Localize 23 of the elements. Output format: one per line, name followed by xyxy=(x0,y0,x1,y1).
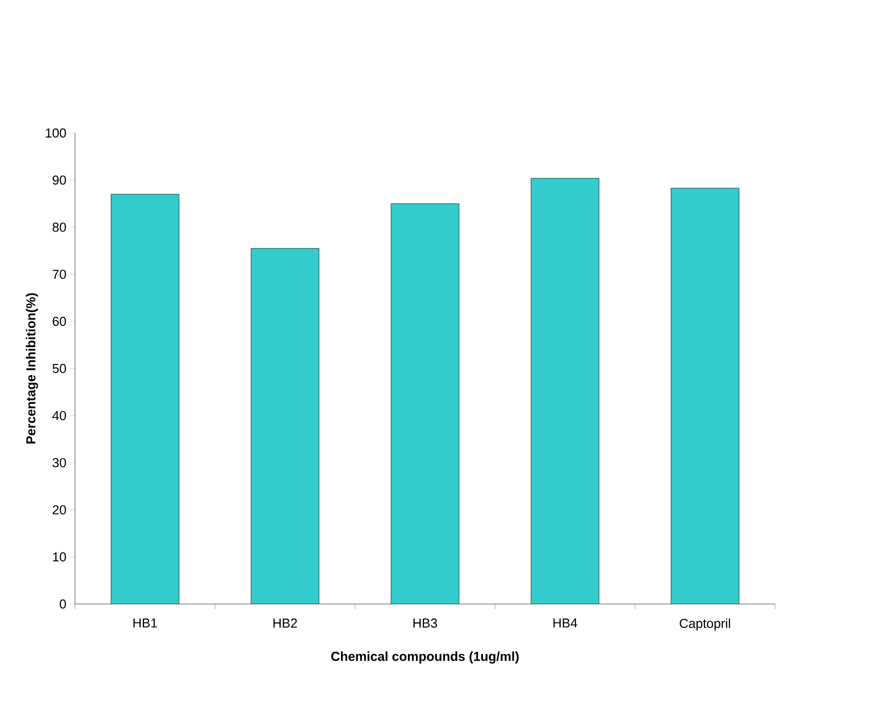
bar xyxy=(531,178,600,604)
y-tick-label: 20 xyxy=(52,505,66,514)
x-tick-label: Captopril xyxy=(680,618,730,631)
y-tick-label: 60 xyxy=(52,316,66,326)
x-tick-label: HB4 xyxy=(553,618,578,628)
x-tick-label: HB3 xyxy=(413,618,438,628)
bar xyxy=(251,248,320,604)
y-tick-label: 50 xyxy=(52,364,66,374)
y-tick-label: 0 xyxy=(60,599,66,609)
y-tick-label: 70 xyxy=(52,270,66,279)
y-tick-label: 10 xyxy=(53,552,66,562)
bar xyxy=(111,194,180,604)
x-tick-label: HB1 xyxy=(133,618,157,628)
x-axis-title: Chemical compounds (1ug/ml) xyxy=(331,651,519,664)
y-tick-label: 100 xyxy=(46,128,66,138)
y-axis-title: Percentage Inhibition(%) xyxy=(26,293,38,444)
y-tick-label: 90 xyxy=(52,176,66,185)
y-tick-label: 30 xyxy=(52,458,66,468)
x-tick-label: HB2 xyxy=(273,618,297,628)
y-tick-label: 40 xyxy=(52,411,66,420)
y-tick-label: 80 xyxy=(52,222,66,232)
bar xyxy=(391,204,460,604)
bar xyxy=(670,188,740,604)
